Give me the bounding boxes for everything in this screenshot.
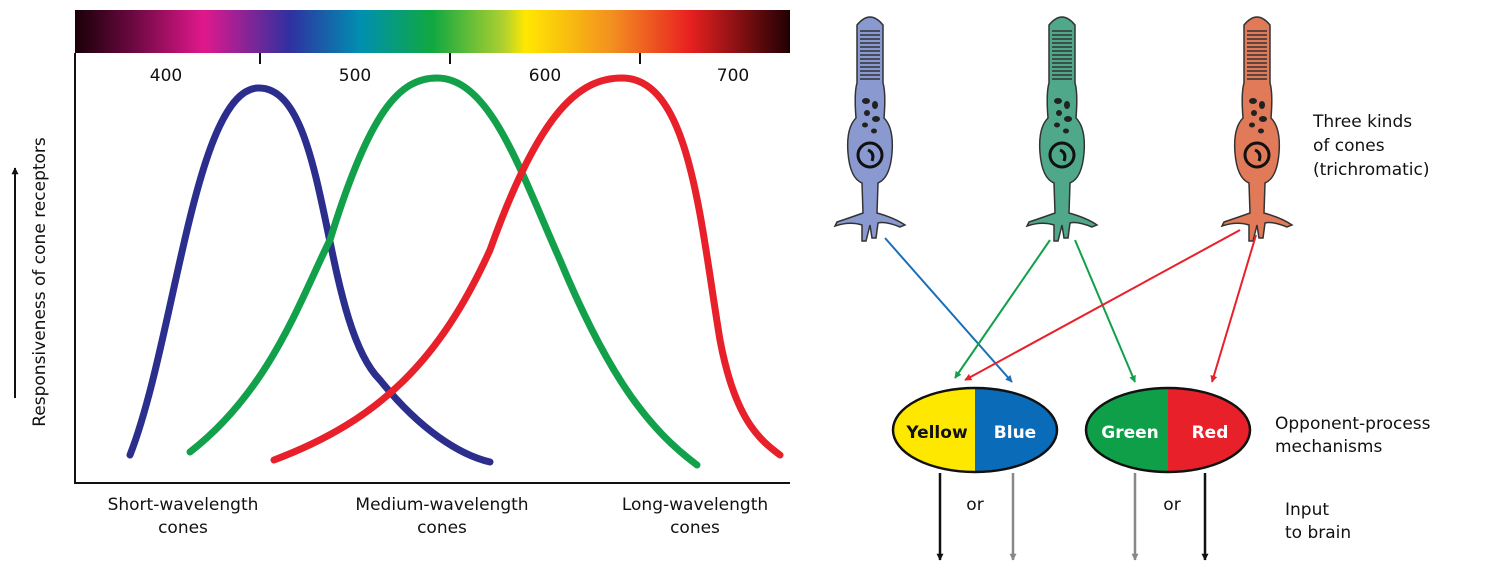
spectrum-bar [75, 10, 790, 53]
axis-ticks [260, 53, 640, 64]
spectrum-tick: 600 [529, 66, 561, 86]
connections [885, 230, 1256, 382]
curve-label: Medium-wavelength [355, 495, 528, 515]
curve-label: Long-wavelength [622, 495, 768, 515]
spectrum-tick: 500 [339, 66, 371, 86]
mechanism-label: Yellow [905, 423, 968, 443]
long-cone [1222, 17, 1292, 241]
curve-label: cones [670, 518, 720, 538]
curves [130, 78, 780, 465]
curve-label: Short-wavelength [108, 495, 259, 515]
mechanisms-label: mechanisms [1275, 437, 1382, 457]
mechanism-label: Red [1192, 423, 1229, 443]
medium-curve [190, 78, 697, 465]
axes [75, 53, 790, 483]
output-label: Input [1285, 500, 1329, 520]
curve-label: cones [417, 518, 467, 538]
spectrum-tick: 400 [150, 66, 182, 86]
spectrum-tick: 700 [717, 66, 749, 86]
outputs [940, 473, 1205, 560]
mechanism-label: Blue [994, 423, 1036, 443]
mechanisms-label: Opponent-process [1275, 414, 1431, 434]
y-axis-label: Responsiveness of cone receptors [30, 137, 50, 427]
cones-label: Three kinds [1312, 112, 1412, 132]
cones-label: (trichromatic) [1313, 160, 1430, 180]
curve-label: cones [158, 518, 208, 538]
cones-label: of cones [1313, 136, 1385, 156]
long-curve [274, 78, 780, 460]
or-label: or [1163, 495, 1180, 515]
mechanism-label: Green [1101, 423, 1159, 443]
or-label: or [966, 495, 983, 515]
figure: 400 500 600 700 Responsiveness of cone r… [0, 0, 1485, 565]
short-cone [835, 17, 905, 241]
medium-cone [1027, 17, 1097, 241]
output-label: to brain [1285, 523, 1351, 543]
